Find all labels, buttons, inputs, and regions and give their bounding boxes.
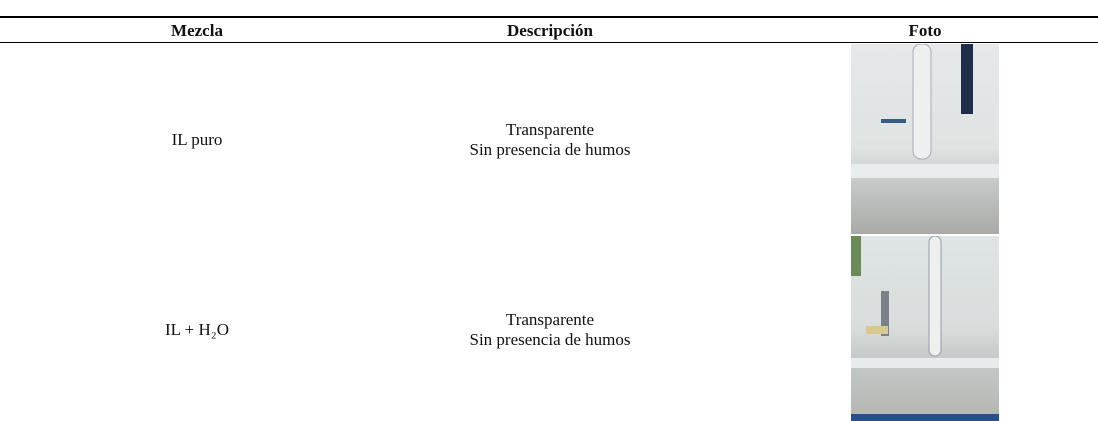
mixture-cell: IL + H₂O bbox=[165, 320, 229, 339]
description-line: Transparente bbox=[505, 120, 595, 139]
description-cell: Transparente Sin presencia de humos bbox=[470, 120, 631, 160]
header-cell: Descripción bbox=[507, 21, 593, 40]
header-cell: Mezcla bbox=[171, 21, 223, 40]
description-cell: Transparente Sin presencia de humos bbox=[470, 310, 631, 350]
description-line: Sin presencia de humos bbox=[469, 140, 631, 159]
description-line: Sin presencia de humos bbox=[469, 330, 631, 349]
mixture-cell: IL puro bbox=[171, 130, 223, 149]
photo bbox=[851, 44, 999, 234]
header-rule bbox=[0, 42, 1098, 43]
photo bbox=[851, 236, 999, 421]
header-cell: Foto bbox=[908, 21, 942, 40]
top-rule bbox=[0, 16, 1098, 18]
description-line: Transparente bbox=[505, 310, 595, 329]
